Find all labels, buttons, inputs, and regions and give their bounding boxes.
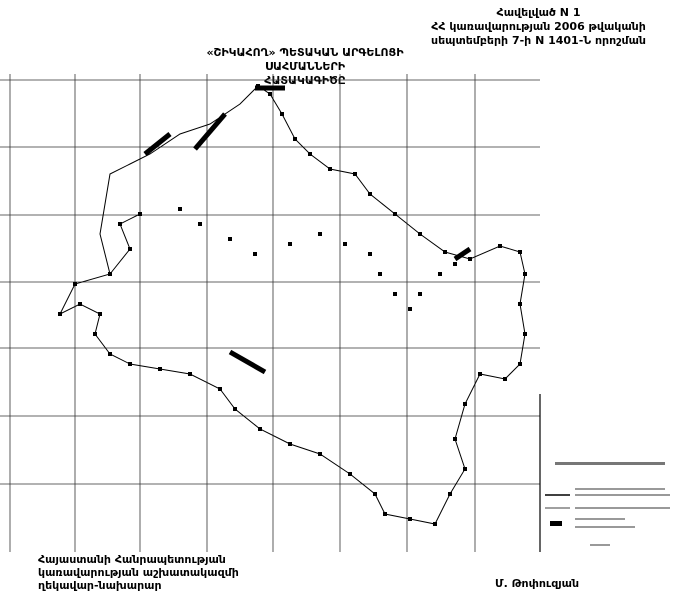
boundary-line bbox=[99, 85, 259, 275]
map-legend bbox=[539, 394, 670, 552]
map-title-line2: ՀԱՏԱԿԱԳԻԾԸ bbox=[264, 74, 346, 87]
boundary-marker bbox=[438, 272, 442, 276]
hatched-section bbox=[453, 246, 472, 262]
position-line: կառավարության աշխատակազմի bbox=[38, 566, 239, 579]
boundary-marker bbox=[518, 362, 522, 366]
boundary-marker bbox=[518, 302, 522, 306]
boundary-marker bbox=[258, 427, 262, 431]
boundary-marker bbox=[523, 332, 527, 336]
boundary-marker bbox=[463, 467, 467, 471]
boundary-marker bbox=[188, 372, 192, 376]
boundary-marker bbox=[158, 367, 162, 371]
boundary-marker bbox=[463, 402, 467, 406]
boundary-marker bbox=[118, 222, 122, 226]
annex-number: Հավելված N 1 bbox=[496, 6, 581, 19]
boundary-marker bbox=[233, 407, 237, 411]
boundary-marker bbox=[418, 232, 422, 236]
boundary-marker bbox=[393, 212, 397, 216]
boundary-marker bbox=[443, 250, 447, 254]
boundary-marker bbox=[383, 512, 387, 516]
boundary-marker bbox=[368, 192, 372, 196]
boundary-marker bbox=[280, 112, 284, 116]
boundary-marker bbox=[288, 442, 292, 446]
boundary-marker bbox=[198, 222, 202, 226]
boundary-marker bbox=[318, 232, 322, 236]
boundary-marker bbox=[98, 312, 102, 316]
boundary-marker bbox=[58, 312, 62, 316]
boundary-marker bbox=[268, 92, 272, 96]
signatory-name: Մ. Թոփուզյան bbox=[495, 577, 580, 590]
boundary-marker bbox=[503, 377, 507, 381]
boundary-marker bbox=[453, 437, 457, 441]
boundary-marker bbox=[368, 252, 372, 256]
boundary-marker bbox=[128, 247, 132, 251]
boundary-marker bbox=[468, 257, 472, 261]
boundary-marker bbox=[318, 452, 322, 456]
boundary-marker bbox=[433, 522, 437, 526]
boundary-marker bbox=[523, 272, 527, 276]
annex-header: Հավելված N 1 ՀՀ կառավարության 2006 թվակա… bbox=[431, 6, 646, 48]
annex-decree-date: սեպտեմբերի 7-ի N 1401-Ն որոշման bbox=[431, 34, 646, 47]
hatched-section bbox=[143, 132, 172, 156]
map-grid bbox=[0, 74, 540, 552]
boundary-marker bbox=[393, 292, 397, 296]
signatory-position: Հայաստանի Հանրապետության կառավարության ա… bbox=[38, 553, 239, 592]
boundary-marker bbox=[78, 302, 82, 306]
boundary-marker bbox=[343, 242, 347, 246]
boundary-marker bbox=[108, 272, 112, 276]
boundary-marker bbox=[353, 172, 357, 176]
boundary-marker bbox=[128, 362, 132, 366]
boundary-marker bbox=[288, 242, 292, 246]
map-title: «ՇԻԿԱՀՈՂ» ՊԵՏԱԿԱՆ ԱՐԳԵԼՈՑԻ ՍԱՀՄԱՆՆԵՐԻ ՀԱ… bbox=[170, 46, 440, 88]
boundary-marker bbox=[518, 250, 522, 254]
boundary-marker bbox=[73, 282, 77, 286]
boundary-marker bbox=[228, 237, 232, 241]
annex-decree-line: ՀՀ կառավարության 2006 թվականի bbox=[431, 20, 646, 33]
boundary-marker bbox=[373, 492, 377, 496]
boundary-marker bbox=[138, 212, 142, 216]
boundary-marker bbox=[418, 292, 422, 296]
boundary-marker bbox=[218, 387, 222, 391]
boundary-marker bbox=[253, 252, 257, 256]
boundary-marker bbox=[478, 372, 482, 376]
boundary-marker bbox=[308, 152, 312, 156]
boundary-marker bbox=[93, 332, 97, 336]
boundary-marker bbox=[498, 244, 502, 248]
reserve-boundary bbox=[58, 84, 527, 526]
boundary-marker bbox=[178, 207, 182, 211]
boundary-marker bbox=[293, 137, 297, 141]
boundary-marker bbox=[408, 517, 412, 521]
map-title-line1: «ՇԻԿԱՀՈՂ» ՊԵՏԱԿԱՆ ԱՐԳԵԼՈՑԻ ՍԱՀՄԱՆՆԵՐԻ bbox=[206, 46, 404, 73]
boundary-marker bbox=[448, 492, 452, 496]
boundary-marker bbox=[108, 352, 112, 356]
boundary-marker bbox=[328, 167, 332, 171]
boundary-marker bbox=[348, 472, 352, 476]
boundary-marker bbox=[408, 307, 412, 311]
position-line: Հայաստանի Հանրապետության bbox=[38, 553, 226, 566]
hatched-section bbox=[193, 112, 227, 151]
boundary-marker bbox=[453, 262, 457, 266]
position-line: ղեկավար-նախարար bbox=[38, 579, 162, 592]
hatched-section bbox=[228, 349, 267, 375]
reserve-boundary-map bbox=[0, 74, 670, 552]
boundary-marker bbox=[378, 272, 382, 276]
boundary-line bbox=[58, 85, 526, 525]
